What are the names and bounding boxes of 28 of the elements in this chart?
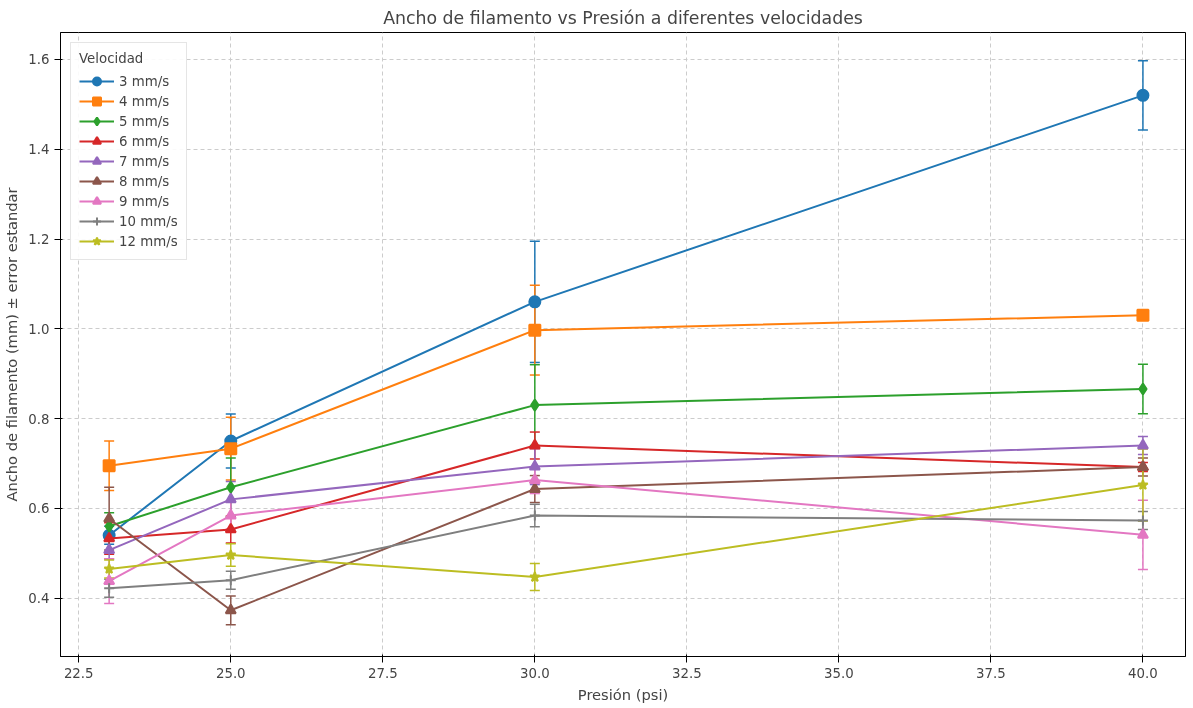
y-tick-label: 1.6 [28, 52, 50, 68]
legend-label: 8 mm/s [119, 173, 170, 189]
legend-label: 9 mm/s [119, 193, 170, 209]
y-tick-label: 1.4 [28, 142, 50, 158]
legend-label: 3 mm/s [119, 73, 170, 89]
y-axis-title: Ancho de filamento (mm) ± error estandar [3, 186, 21, 502]
y-tick-label: 1.0 [28, 321, 50, 337]
x-tick-label: 40.0 [1128, 665, 1158, 681]
x-tick-label: 35.0 [824, 665, 854, 681]
legend-label: 10 mm/s [119, 213, 178, 229]
legend-label: 4 mm/s [119, 93, 170, 109]
x-tick-label: 27.5 [367, 665, 398, 681]
legend-label: 12 mm/s [119, 233, 178, 249]
x-tick-label: 22.5 [63, 665, 94, 681]
x-tick-label: 32.5 [672, 665, 702, 681]
chart-title: Ancho de filamento vs Presión a diferentes velocidades [383, 7, 863, 28]
legend-label: 5 mm/s [119, 113, 170, 129]
legend-label: 6 mm/s [119, 133, 170, 149]
y-tick-label: 1.2 [28, 232, 50, 247]
legend-title: Velocidad [79, 51, 145, 66]
y-tick-label: 0.8 [28, 411, 50, 427]
legend-label: 7 mm/s [119, 153, 170, 169]
y-tick-label: 0.6 [28, 501, 50, 517]
x-tick-label: 25.0 [215, 665, 246, 681]
x-tick-label: 37.5 [976, 665, 1006, 681]
x-axis-title: Presión (psi) [577, 685, 669, 703]
y-tick-label: 0.4 [28, 591, 50, 607]
x-tick-label: 30.0 [519, 665, 550, 681]
